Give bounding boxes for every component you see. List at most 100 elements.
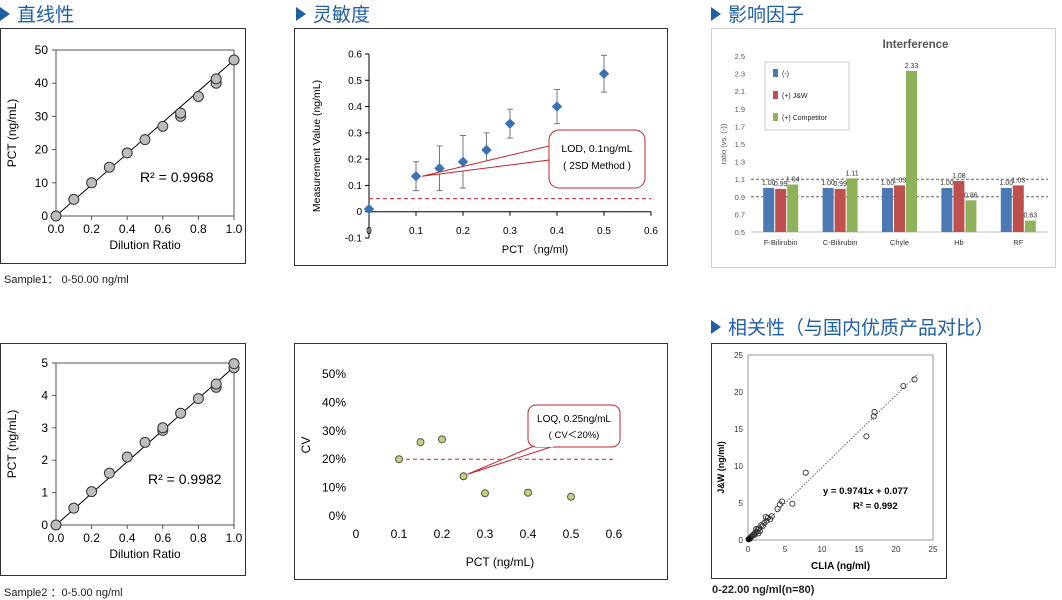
y-tick-label: 25 — [734, 351, 743, 360]
x-category-label: C-Bilirubin — [823, 238, 858, 247]
x-tick-label: 0.4 — [119, 531, 136, 545]
data-point — [871, 408, 878, 416]
x-tick-label: 0.2 — [83, 222, 100, 236]
legend-label: (+) J&W — [782, 93, 808, 100]
r-squared-annotation: R² = 0.992 — [853, 501, 898, 512]
y-tick-label: 2.5 — [735, 52, 745, 61]
sample2-caption: Sample2 ：0-5.00 ng/ml — [4, 587, 123, 599]
triangle-bullet-icon — [0, 6, 10, 21]
callout-join — [535, 444, 553, 447]
data-point — [175, 407, 187, 419]
bar — [1024, 220, 1036, 232]
y-tick-label: 0.4 — [348, 102, 362, 113]
y-tick-label: 10 — [35, 176, 49, 190]
heading-sensitivity: 灵敏度 — [296, 0, 370, 27]
data-point — [157, 120, 169, 132]
sensitivity-chart-svg: 0 0.1 0.2 0.3 0.4 0.5 0.6-0.100.10.20.30.40.50… — [294, 28, 668, 266]
data-point — [416, 438, 425, 447]
y-tick-label: 10% — [322, 481, 346, 495]
trend-line — [747, 373, 919, 540]
y-tick-label: 0 — [356, 207, 362, 218]
bar-value-label: 1.08 — [952, 173, 966, 180]
bar — [906, 70, 917, 233]
data-point — [157, 422, 169, 434]
linearity-chart-1-svg: 0.0 0.2 0.4 0.6 0.8 1.0 0 10 20 30 40 50 Dilution Ra… — [0, 28, 246, 264]
y-axis-label: CV — [299, 437, 313, 454]
x-tick-label: 0.1 — [409, 226, 423, 237]
legend-swatch — [773, 113, 778, 121]
data-point-diamond — [598, 68, 610, 79]
data-point — [50, 210, 62, 222]
y-tick-label: 1.9 — [735, 105, 745, 114]
y-tick-label: 0.2 — [348, 155, 362, 166]
triangle-bullet-icon — [711, 319, 721, 334]
x-axis-label: CLIA (ng/ml) — [811, 561, 870, 572]
data-point — [762, 514, 769, 521]
heading-interference-text: 影响因子 — [728, 4, 805, 26]
plot-area — [55, 362, 235, 526]
x-tick-label: 0.0 — [48, 531, 65, 545]
x-tick-label: 25 — [929, 545, 938, 554]
data-point — [103, 161, 115, 173]
data-point — [755, 530, 762, 537]
callout-box — [527, 404, 621, 448]
data-point-diamond — [410, 171, 422, 182]
bar-value-label: 0.99 — [833, 181, 847, 188]
data-point — [86, 486, 98, 498]
x-category-label: RF — [1013, 238, 1023, 247]
x-axis-label: PCT （ng/ml) — [502, 243, 568, 256]
bar — [822, 188, 834, 232]
bar-value-label: 0.86 — [964, 192, 978, 199]
y-tick-label: 0.7 — [735, 210, 745, 219]
y-tick-label: 1.3 — [735, 158, 745, 167]
x-tick-label: 0.5 — [563, 527, 580, 541]
plot-area — [747, 354, 934, 541]
callout-line-2: ( CV＜20%) — [549, 430, 600, 441]
bar — [941, 188, 953, 232]
bar-value-label: 1.00 — [999, 180, 1013, 187]
x-tick-label: 0.4 — [119, 222, 136, 236]
bar-value-label: 1.11 — [846, 170, 859, 177]
loq-chart-svg: 0 0.1 0.2 0.3 0.4 0.5 0.6 0% 10% 20% 30% 40% 50% LOQ,… — [294, 343, 668, 580]
legend-swatch — [773, 69, 778, 77]
x-tick-label: 0.2 — [83, 531, 100, 545]
x-tick-label: 0.3 — [477, 527, 494, 541]
x-tick-label: 0 — [746, 545, 751, 554]
y-axis-label: J&W (ng/ml) — [716, 441, 726, 494]
data-point — [481, 489, 489, 498]
x-category-label: Hb — [954, 238, 964, 247]
chart-frame — [294, 343, 668, 580]
correlation-chart-svg: 0 5 10 15 20 25 0 5 10 15 20 25 y = 0.9741x + 0.077 R… — [711, 343, 947, 579]
data-point — [121, 147, 133, 159]
triangle-bullet-icon — [296, 6, 306, 21]
callout-join — [550, 145, 553, 161]
x-tick-label: 0.1 — [391, 527, 408, 541]
plot-area — [55, 49, 235, 217]
x-category-label: Chyle — [890, 238, 909, 247]
heading-linearity: 直线性 — [0, 0, 74, 27]
x-tick-label: 10 — [818, 545, 827, 554]
y-tick-label: 0 — [41, 209, 48, 223]
data-point — [139, 134, 151, 146]
bar — [775, 188, 787, 232]
x-tick-label: 0.8 — [190, 531, 207, 545]
data-point — [524, 488, 532, 497]
y-tick-label: 50 — [35, 43, 49, 57]
y-tick-label: 0.3 — [348, 128, 362, 139]
y-tick-label: 10 — [734, 462, 743, 471]
callout-box — [548, 129, 646, 189]
x-tick-label: 0.2 — [434, 527, 451, 541]
heading-linearity-text: 直线性 — [17, 4, 75, 26]
data-point-diamond — [363, 203, 375, 215]
data-point-diamond — [504, 118, 516, 129]
x-tick-label: 0.5 — [597, 226, 611, 237]
y-tick-label: 0.1 — [348, 181, 362, 192]
heading-correlation: 相关性（与国内优质产品对比） — [711, 313, 994, 340]
y-tick-label: 20% — [322, 452, 346, 466]
legend-swatch — [773, 91, 778, 99]
y-axis-label: PCT (ng/mL) — [5, 99, 19, 167]
data-point — [778, 498, 786, 505]
bar-value-label: 1.00 — [762, 180, 776, 187]
bar-value-label: 0.63 — [1023, 213, 1037, 220]
x-tick-label: 0.6 — [644, 226, 658, 237]
